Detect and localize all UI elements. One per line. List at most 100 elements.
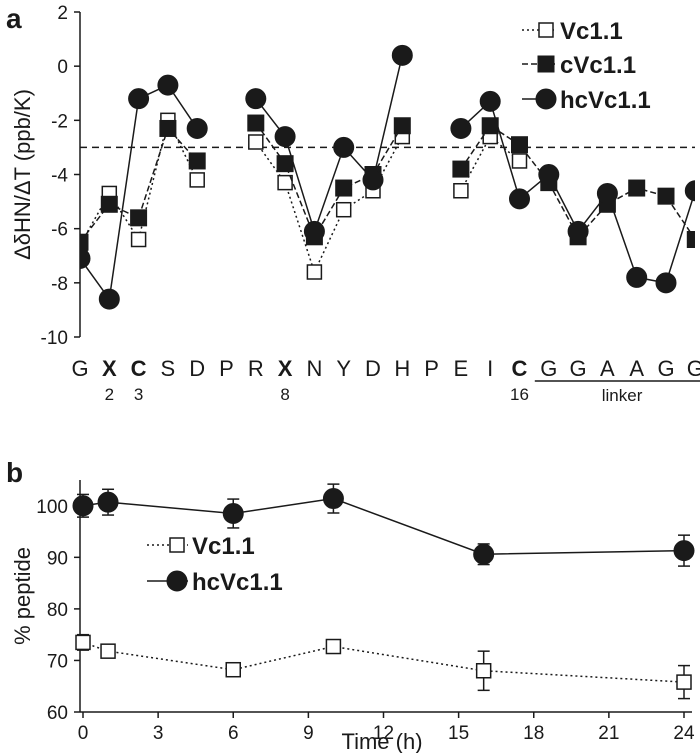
residue-label: Y (336, 356, 351, 381)
data-point (100, 643, 116, 659)
legend-marker (538, 22, 554, 38)
y-tick-label: -4 (51, 166, 68, 187)
residue-label: X (102, 356, 117, 381)
residue-label: D (189, 356, 205, 381)
data-point (626, 266, 648, 288)
data-point (684, 180, 695, 202)
series-line (460, 135, 520, 192)
x-tick-label: 18 (523, 723, 544, 744)
y-tick-label: -6 (51, 220, 68, 241)
data-point (98, 288, 120, 310)
plot-area (80, 44, 695, 310)
data-point (130, 231, 147, 248)
data-point (247, 114, 265, 132)
data-point (75, 634, 91, 651)
data-point (189, 172, 205, 188)
data-point (657, 187, 675, 205)
data-point (509, 188, 530, 210)
legend-label: hcVc1.1 (192, 569, 283, 596)
data-point (362, 169, 384, 191)
x-tick-label: 24 (673, 723, 695, 744)
data-point (188, 152, 206, 170)
residue-label: I (487, 356, 493, 381)
data-point (335, 201, 352, 218)
residue-label: H (394, 356, 410, 381)
data-point (655, 272, 677, 294)
residue-label: R (248, 356, 264, 381)
data-point (686, 231, 695, 248)
residue-label: G (657, 356, 674, 381)
data-point (80, 233, 89, 251)
residue-label: C (131, 356, 147, 381)
series-hcVc1.1 (80, 44, 695, 310)
y-tick-label: 2 (57, 3, 68, 24)
x-tick-label: 15 (448, 723, 469, 744)
data-point (511, 136, 528, 154)
data-point (676, 674, 692, 690)
data-point (538, 164, 560, 185)
legend-label: Vc1.1 (192, 533, 255, 560)
data-point (274, 126, 296, 148)
data-point (248, 134, 264, 150)
data-point (72, 495, 94, 517)
data-point (159, 119, 177, 137)
legend-marker (169, 537, 185, 553)
y-axis-label: % peptide (10, 547, 35, 645)
panel-label-a: a (6, 3, 22, 34)
residue-number: 3 (134, 385, 143, 404)
series-line (80, 84, 198, 302)
data-point (222, 503, 244, 525)
x-axis-label: Time (h) (341, 729, 422, 753)
legend-marker (537, 55, 555, 73)
data-point (245, 88, 267, 110)
residue-label: P (424, 356, 439, 381)
y-tick-label: -8 (51, 274, 68, 295)
y-tick-label: 80 (47, 600, 68, 621)
data-point (277, 174, 293, 191)
data-point (628, 179, 646, 197)
data-point (452, 160, 470, 178)
data-point (393, 117, 411, 135)
data-point (186, 117, 208, 139)
x-tick-label: 6 (228, 723, 239, 744)
residue-label: S (161, 356, 176, 381)
series-line (82, 641, 685, 683)
residue-label: E (454, 356, 469, 381)
data-point (325, 638, 342, 655)
legend-marker (166, 570, 188, 592)
data-point (157, 74, 179, 96)
data-point (473, 543, 495, 565)
series-hcVc1.1 (72, 483, 695, 567)
legend-label: hcVc1.1 (560, 87, 651, 114)
residue-label: X (278, 356, 293, 381)
y-tick-label: 0 (57, 57, 68, 78)
legend-label: Vc1.1 (560, 18, 623, 45)
x-tick-label: 21 (598, 723, 619, 744)
data-point (80, 247, 91, 269)
residue-number: 2 (105, 385, 114, 404)
residue-label: G (71, 356, 88, 381)
data-point (97, 491, 119, 513)
x-tick-label: 0 (78, 723, 89, 744)
residue-label: A (600, 356, 615, 381)
residue-number: 16 (510, 385, 529, 404)
data-point (450, 117, 472, 139)
series-cVc1.1 (80, 114, 695, 251)
chart-panel-b: b 60 70 80 90 100 0 3 6 9 12 15 18 21 24 Time (h) % pep… (6, 457, 695, 753)
data-point (596, 182, 618, 204)
data-point (322, 488, 344, 510)
data-point (511, 153, 528, 169)
residue-label: A (629, 356, 644, 381)
residue-label: G (570, 356, 587, 381)
y-tick-label: 90 (47, 548, 68, 569)
data-point (303, 220, 325, 242)
data-point (225, 661, 241, 678)
data-point (673, 540, 695, 562)
series-Vc1.1 (75, 633, 692, 700)
y-tick-label: -2 (51, 111, 68, 132)
y-tick-label: -10 (41, 328, 68, 349)
x-tick-label: 12 (373, 723, 394, 744)
x-tick-label: 9 (303, 723, 314, 744)
